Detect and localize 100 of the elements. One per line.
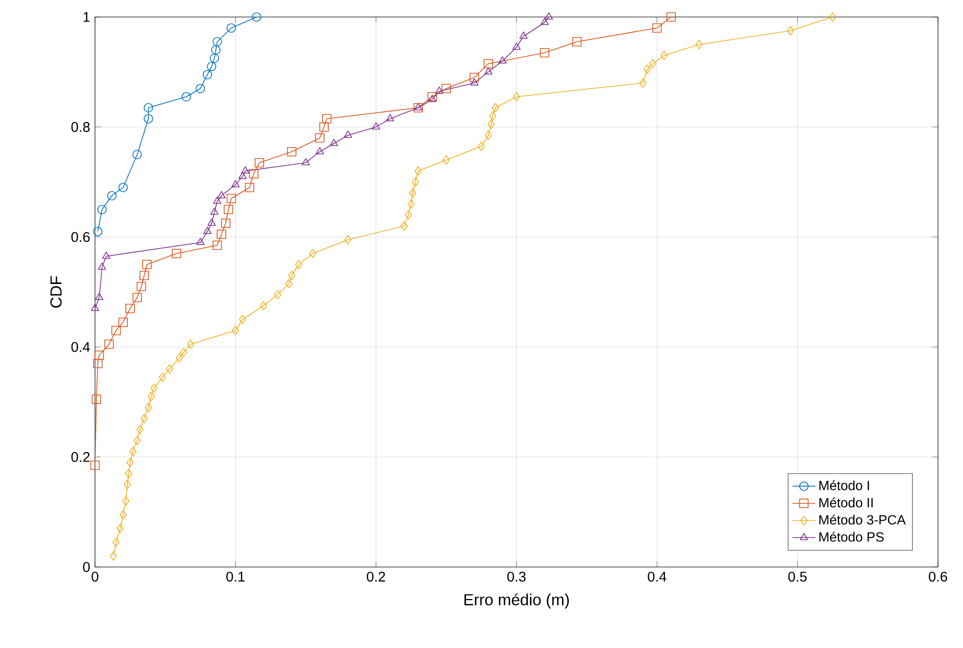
point xyxy=(238,172,247,180)
point xyxy=(319,122,329,132)
legend-label: Método 3-PCA xyxy=(819,514,906,525)
point xyxy=(309,248,316,258)
point xyxy=(428,92,437,102)
point xyxy=(208,218,216,226)
point xyxy=(196,84,206,94)
point xyxy=(470,78,478,86)
point xyxy=(404,210,412,220)
y-axis-title: CDF xyxy=(50,276,62,308)
point xyxy=(498,56,507,64)
point xyxy=(144,114,154,124)
y-tick-label: 1 xyxy=(84,12,90,22)
point xyxy=(540,48,550,58)
y-tick-label: 0 xyxy=(83,562,90,572)
point xyxy=(315,133,324,143)
point xyxy=(90,304,100,312)
point xyxy=(285,279,292,288)
point xyxy=(241,166,250,174)
legend-label: Método PS xyxy=(819,532,884,542)
point xyxy=(244,182,254,192)
point xyxy=(132,150,142,160)
point xyxy=(639,78,647,88)
point xyxy=(93,358,102,368)
point xyxy=(196,238,204,246)
x-tick-label: 0.6 xyxy=(928,572,948,582)
point xyxy=(666,12,676,22)
point xyxy=(829,12,836,22)
point xyxy=(116,524,124,534)
point xyxy=(212,37,222,46)
point xyxy=(492,103,500,112)
point xyxy=(660,50,668,60)
point xyxy=(118,318,128,327)
point xyxy=(118,182,128,192)
point xyxy=(98,262,106,270)
point xyxy=(231,180,240,188)
point xyxy=(95,292,104,300)
point xyxy=(90,460,100,470)
x-tick-label: 0.5 xyxy=(788,572,807,582)
point xyxy=(412,177,419,187)
point xyxy=(488,120,495,129)
point xyxy=(478,142,485,151)
point xyxy=(254,158,264,168)
point xyxy=(112,538,120,547)
point xyxy=(211,45,221,55)
point xyxy=(110,551,117,561)
point xyxy=(786,26,794,36)
point xyxy=(172,248,182,258)
point xyxy=(124,480,131,490)
point xyxy=(260,301,268,310)
point xyxy=(144,103,154,112)
point xyxy=(652,23,662,33)
point xyxy=(107,191,117,200)
point xyxy=(142,260,152,270)
x-tick-label: 0.2 xyxy=(366,572,386,582)
point xyxy=(344,130,352,138)
point xyxy=(519,32,528,39)
point xyxy=(414,166,422,176)
point xyxy=(102,252,110,259)
point xyxy=(696,40,703,50)
point xyxy=(125,304,135,314)
point xyxy=(104,340,114,349)
x-tick-label: 0.4 xyxy=(648,572,666,582)
point xyxy=(182,92,191,102)
point xyxy=(287,147,296,156)
point xyxy=(649,59,656,68)
point xyxy=(210,54,220,63)
point xyxy=(544,12,553,20)
point xyxy=(97,204,107,214)
point xyxy=(166,364,174,374)
point xyxy=(386,114,394,122)
y-tick-label: 0.2 xyxy=(71,452,90,462)
point xyxy=(202,70,212,80)
point xyxy=(408,188,416,198)
point xyxy=(140,414,148,424)
point xyxy=(572,37,582,46)
point xyxy=(140,270,149,280)
point xyxy=(180,348,188,358)
point xyxy=(126,458,134,468)
point xyxy=(274,290,282,300)
point xyxy=(226,194,236,204)
point xyxy=(484,130,492,140)
point xyxy=(122,496,130,506)
point xyxy=(148,392,155,402)
y-tick-label: 0.8 xyxy=(71,122,90,132)
point xyxy=(238,314,246,324)
point xyxy=(216,230,226,239)
point xyxy=(224,204,234,214)
point xyxy=(484,67,492,75)
point xyxy=(442,155,450,165)
point xyxy=(92,394,102,404)
y-tick-label: 0.4 xyxy=(71,342,90,352)
point xyxy=(136,282,146,292)
point xyxy=(210,208,219,215)
point xyxy=(125,468,132,478)
point xyxy=(249,169,258,178)
point xyxy=(134,436,141,446)
point xyxy=(217,191,226,198)
point xyxy=(144,402,152,412)
point xyxy=(435,86,444,94)
